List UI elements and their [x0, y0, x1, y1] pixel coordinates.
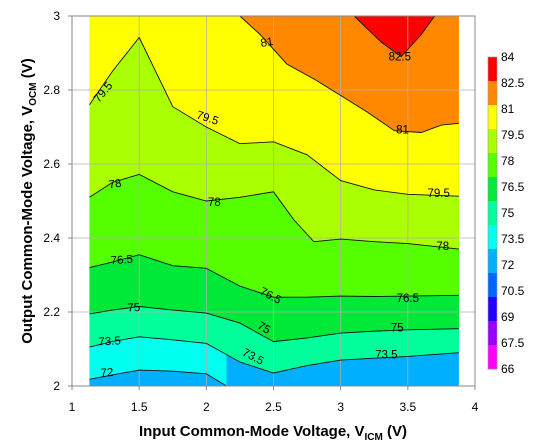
- contour-label: 73.5: [375, 350, 397, 362]
- contour-label: 75: [127, 302, 140, 315]
- colorbar-swatch: [488, 81, 497, 106]
- y-tick-label: 2.4: [43, 231, 60, 245]
- contour-label: 75: [391, 323, 404, 335]
- contour-lines: [89, 16, 459, 386]
- colorbar-tick-label: 78: [501, 154, 515, 168]
- contour-label: 78: [436, 241, 449, 253]
- colorbar-swatch: [488, 321, 497, 346]
- y-tick-label: 2.8: [43, 83, 60, 97]
- contour-line-82.5: [353, 16, 436, 58]
- y-tick-label: 2.6: [43, 157, 60, 171]
- contour-label: 76.5: [110, 254, 133, 268]
- contour-band-82.5: [354, 16, 435, 57]
- contour-label: 82.5: [389, 52, 411, 64]
- colorbar-tick-label: 70.5: [501, 284, 525, 298]
- y-axis-title: Output Common-Mode Voltage, VOCM (V): [19, 58, 39, 344]
- contour-line-72: [89, 369, 227, 386]
- contour-label: 78: [108, 178, 122, 192]
- colorbar-tick-label: 67.5: [501, 336, 525, 350]
- colorbar-swatch: [488, 273, 497, 298]
- contour-label: 76.5: [397, 293, 419, 305]
- colorbar-tick-label: 75: [501, 206, 515, 220]
- x-axis-title-unit: (V): [383, 423, 407, 440]
- colorbar-legend: 84 82.5 81 79.5 78 76.5 75 73.5 72 70.5 69 67.5 66: [487, 50, 525, 376]
- colorbar-swatch: [488, 153, 497, 178]
- contour-line-75: [89, 306, 459, 343]
- x-axis-title-main: Input Common-Mode Voltage, V: [139, 423, 365, 440]
- colorbar-tick-label: 76.5: [501, 180, 525, 194]
- contour-label: 72: [100, 367, 113, 380]
- colorbar-tick-label: 81: [501, 102, 515, 116]
- contour-label: 75: [255, 320, 272, 337]
- x-tick-label: 3: [337, 400, 344, 414]
- colorbar-swatch: [488, 201, 497, 226]
- contour-line-78: [89, 173, 459, 250]
- y-tick-label: 2: [53, 379, 60, 393]
- contour-bands: [89, 16, 459, 386]
- y-tick-label: 3: [53, 9, 60, 23]
- colorbar-swatch: [488, 297, 497, 322]
- x-axis-ticks: 1 1.5 2 2.5 3 3.5 4: [69, 386, 479, 414]
- y-axis-title-unit: (V): [19, 58, 36, 82]
- x-tick-label: 1: [69, 400, 76, 414]
- colorbar-swatch: [488, 225, 497, 250]
- contour-line-73.5: [89, 336, 459, 374]
- x-tick-label: 3.5: [399, 400, 416, 414]
- contour-line-76.5: [89, 254, 459, 298]
- colorbar-tick-label: 73.5: [501, 232, 525, 246]
- y-axis-title-subscript: OCM: [28, 82, 39, 105]
- contour-line-79.5: [89, 36, 459, 197]
- y-axis-ticks: 2 2.2 2.4 2.6 2.8 3: [43, 9, 72, 393]
- colorbar-swatch: [488, 129, 497, 154]
- colorbar-swatch: [488, 105, 497, 130]
- contour-label: 81: [260, 36, 275, 50]
- x-axis-title: Input Common-Mode Voltage, VICM (V): [139, 423, 407, 441]
- colorbar-tick-label: 69: [501, 310, 515, 324]
- colorbar-tick-label: 72: [501, 258, 515, 272]
- colorbar-swatch: [488, 177, 497, 202]
- contour-label: 73.5: [98, 335, 121, 348]
- contour-label: 79.5: [428, 188, 450, 200]
- contour-label: 78: [208, 197, 221, 209]
- x-tick-label: 2.5: [265, 400, 282, 414]
- colorbar-swatch: [488, 57, 497, 82]
- colorbar-tick-label: 66: [501, 362, 515, 376]
- colorbar-tick-label: 79.5: [501, 128, 525, 142]
- colorbar-swatch: [488, 345, 497, 370]
- y-tick-label: 2.2: [43, 305, 60, 319]
- contour-line-81: [239, 16, 459, 133]
- colorbar-tick-label: 84: [501, 50, 515, 64]
- y-axis-title-main: Output Common-Mode Voltage, V: [19, 106, 36, 344]
- colorbar-tick-label: 82.5: [501, 76, 525, 90]
- x-tick-label: 2: [203, 400, 210, 414]
- x-tick-label: 4: [472, 400, 479, 414]
- colorbar-swatch: [488, 249, 497, 274]
- contour-label: 81: [396, 125, 409, 137]
- x-tick-label: 1.5: [131, 400, 148, 414]
- x-axis-title-subscript: ICM: [365, 432, 383, 441]
